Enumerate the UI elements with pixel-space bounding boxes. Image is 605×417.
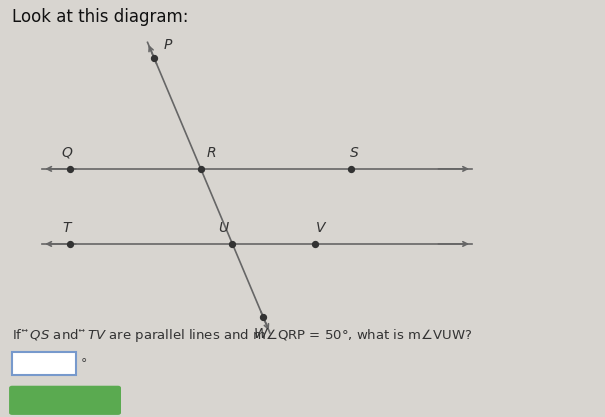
Text: R: R (207, 146, 217, 160)
FancyBboxPatch shape (12, 352, 76, 375)
Point (310, 241, 319, 247)
Point (65, 241, 74, 247)
Point (149, 55, 159, 62)
Point (346, 166, 356, 172)
Point (196, 166, 206, 172)
Text: P: P (163, 38, 172, 52)
Text: U: U (218, 221, 229, 235)
Text: T: T (62, 221, 71, 235)
Point (258, 314, 268, 320)
Text: If $\overleftrightarrow{QS}$ and $\overleftrightarrow{TV}$ are parallel lines an: If $\overleftrightarrow{QS}$ and $\overl… (12, 327, 473, 344)
Text: Q: Q (61, 146, 72, 160)
FancyBboxPatch shape (9, 386, 121, 415)
Text: Submit: Submit (38, 394, 92, 407)
Text: S: S (350, 146, 358, 160)
Text: °: ° (80, 357, 87, 370)
Point (65, 166, 74, 172)
Text: V: V (316, 221, 325, 235)
Point (227, 241, 237, 247)
Text: Look at this diagram:: Look at this diagram: (12, 8, 189, 26)
Text: W: W (253, 327, 267, 342)
